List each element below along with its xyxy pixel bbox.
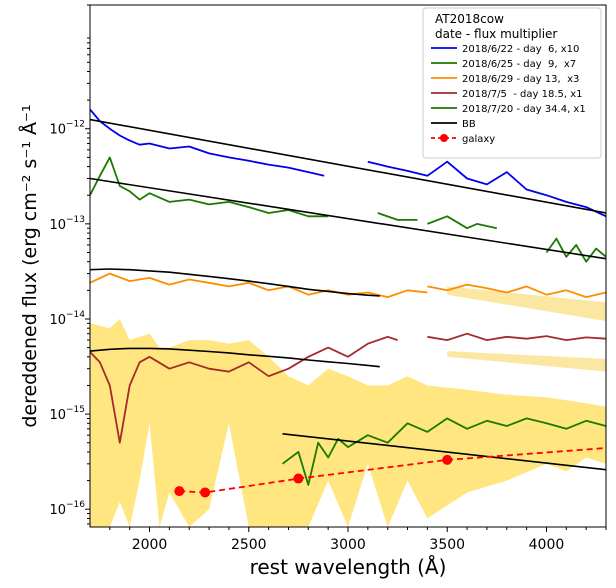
galaxy-point [293,473,304,484]
legend-label: 2018/7/20 - day 34.4, x1 [462,104,586,115]
galaxy-point [174,486,185,497]
x-tick-label: 2000 [132,537,168,553]
error-band-0 [90,319,606,527]
series-line-5-seg-3 [90,347,380,368]
series-line-1-seg-0 [90,156,329,218]
legend-label: 2018/7/5 - day 18.5, x1 [462,89,583,100]
series-line-2-seg-1 [427,283,606,299]
legend-marker [440,134,448,142]
x-axis-label: rest wavelength (Å) [250,555,447,579]
y-axis-label: dereddened flux (erg cm⁻² s⁻¹ Å⁻¹ [18,104,41,427]
y-tick-exponent: −14 [66,310,85,320]
series-line-4-seg-0 [281,417,606,486]
series-line-5-seg-4 [282,433,606,471]
legend-label: BB [462,119,476,130]
series-line-1-seg-1 [377,212,418,221]
galaxy-markers [174,454,453,498]
legend-label: 2018/6/25 - day 9, x7 [462,59,576,70]
error-bands [90,286,606,527]
galaxy-point [200,487,211,498]
series-line-3-seg-0 [90,335,398,444]
legend-box [422,7,602,159]
legend-title-line-1: AT2018cow [435,12,504,26]
series-line-3-seg-1 [427,332,606,342]
y-tick-label: 10 [49,218,66,233]
legend-items: 2018/6/22 - day 6, x10 2018/6/25 - day 9,… [431,44,586,145]
series-line-1-seg-2 [427,215,497,230]
legend-label: 2018/6/22 - day 6, x10 [462,44,579,55]
x-tick-label: 2500 [231,537,267,553]
series-line-1-seg-3 [545,237,606,263]
y-tick-exponent: −15 [66,405,85,415]
galaxy-point [442,454,453,465]
x-tick-label: 3500 [429,537,465,553]
y-tick-label: 10 [49,313,66,328]
series-line-5-seg-1 [90,177,606,260]
y-tick-exponent: −16 [66,500,85,510]
y-tick-label: 10 [49,503,66,518]
error-band-1 [447,286,606,322]
legend-label: 2018/6/29 - day 13, x3 [462,74,579,85]
y-tick-exponent: −12 [66,120,85,130]
error-band-2 [447,351,606,372]
legend-label: galaxy [462,134,495,145]
series-line-0-seg-0 [90,108,325,177]
x-tick-label: 3000 [330,537,366,553]
x-tick-label: 4000 [529,537,565,553]
series-line-0-seg-1 [367,160,606,218]
y-tick-label: 10 [49,408,66,423]
legend-title-line-2: date - flux multiplier [435,27,557,41]
series-line-5-seg-0 [90,118,606,214]
x-axis-ticks: 2000 2500 3000 3500 4000 [109,527,607,553]
series-line-5-seg-2 [90,268,380,297]
legend: AT2018cow date - flux multiplier 2018/6/… [422,7,602,159]
y-tick-exponent: −13 [66,215,85,225]
series-line-2-seg-0 [90,272,428,299]
y-tick-label: 10 [49,123,66,138]
